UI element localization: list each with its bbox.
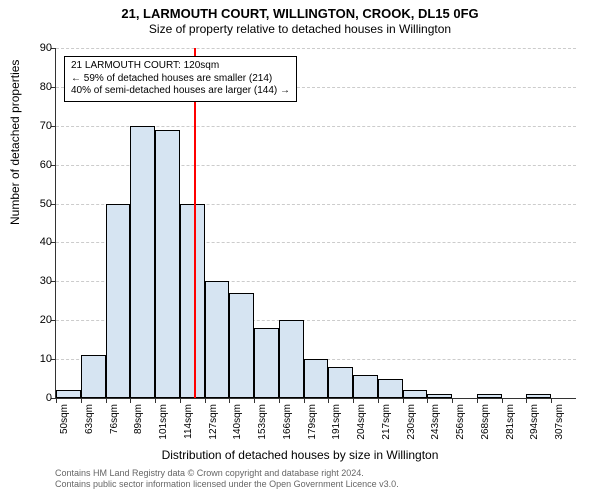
histogram-bar — [353, 375, 378, 398]
annotation-line-3: 40% of semi-detached houses are larger (… — [71, 85, 290, 98]
x-tick-label: 101sqm — [158, 404, 169, 440]
histogram-bar — [155, 130, 180, 398]
x-tick-mark — [328, 398, 329, 403]
histogram-bar — [81, 355, 106, 398]
attribution-line-1: Contains HM Land Registry data © Crown c… — [55, 468, 399, 479]
x-tick-mark — [106, 398, 107, 403]
x-tick-label: 127sqm — [208, 404, 219, 440]
x-tick-mark — [353, 398, 354, 403]
histogram-bar — [304, 359, 329, 398]
histogram-bar — [526, 394, 551, 398]
histogram-bar — [229, 293, 254, 398]
histogram-bar — [130, 126, 155, 398]
x-tick-mark — [130, 398, 131, 403]
y-axis-label: Number of detached properties — [8, 60, 22, 225]
x-tick-label: 243sqm — [430, 404, 441, 440]
x-tick-label: 153sqm — [257, 404, 268, 440]
x-axis-label: Distribution of detached houses by size … — [0, 448, 600, 462]
x-tick-label: 179sqm — [307, 404, 318, 440]
histogram-bar — [328, 367, 353, 398]
x-tick-label: 114sqm — [183, 404, 194, 439]
x-tick-label: 307sqm — [554, 404, 565, 440]
x-tick-mark — [254, 398, 255, 403]
x-tick-label: 230sqm — [406, 404, 417, 440]
x-tick-label: 294sqm — [529, 404, 540, 440]
annotation-line-2: ← 59% of detached houses are smaller (21… — [71, 73, 290, 86]
histogram-bar — [180, 204, 205, 398]
x-tick-mark — [56, 398, 57, 403]
y-tick-label: 60 — [27, 159, 52, 171]
x-tick-mark — [180, 398, 181, 403]
y-tick-label: 80 — [27, 81, 52, 93]
x-tick-mark — [403, 398, 404, 403]
y-tick-label: 40 — [27, 236, 52, 248]
x-tick-mark — [279, 398, 280, 403]
x-tick-mark — [81, 398, 82, 403]
annotation-line-1: 21 LARMOUTH COURT: 120sqm — [71, 60, 290, 73]
x-tick-label: 140sqm — [232, 404, 243, 440]
x-tick-mark — [477, 398, 478, 403]
y-tick-label: 50 — [27, 198, 52, 210]
histogram-bar — [254, 328, 279, 398]
x-tick-mark — [452, 398, 453, 403]
histogram-bar — [56, 390, 81, 398]
histogram-bar — [378, 379, 403, 398]
x-tick-label: 63sqm — [84, 404, 95, 434]
x-tick-label: 204sqm — [356, 404, 367, 440]
x-tick-label: 191sqm — [331, 404, 342, 440]
x-tick-mark — [378, 398, 379, 403]
x-tick-label: 256sqm — [455, 404, 466, 440]
chart-title: 21, LARMOUTH COURT, WILLINGTON, CROOK, D… — [0, 0, 600, 21]
x-tick-mark — [526, 398, 527, 403]
histogram-bar — [279, 320, 304, 398]
x-tick-mark — [205, 398, 206, 403]
attribution-line-2: Contains public sector information licen… — [55, 479, 399, 490]
x-tick-label: 268sqm — [480, 404, 491, 440]
y-tick-label: 70 — [27, 120, 52, 132]
x-tick-label: 76sqm — [109, 404, 120, 434]
y-tick-label: 30 — [27, 275, 52, 287]
x-tick-mark — [155, 398, 156, 403]
plot-region: 010203040506070809050sqm63sqm76sqm89sqm1… — [55, 48, 576, 399]
histogram-bar — [205, 281, 230, 398]
annotation-box: 21 LARMOUTH COURT: 120sqm← 59% of detach… — [64, 56, 297, 102]
x-tick-mark — [502, 398, 503, 403]
x-tick-mark — [229, 398, 230, 403]
x-tick-mark — [304, 398, 305, 403]
y-tick-label: 90 — [27, 42, 52, 54]
y-tick-label: 0 — [27, 392, 52, 404]
grid-line — [56, 48, 576, 49]
chart-subtitle: Size of property relative to detached ho… — [0, 21, 600, 36]
x-tick-mark — [551, 398, 552, 403]
histogram-bar — [427, 394, 452, 398]
x-tick-label: 217sqm — [381, 404, 392, 440]
x-tick-label: 166sqm — [282, 404, 293, 440]
chart-area: 010203040506070809050sqm63sqm76sqm89sqm1… — [55, 48, 575, 398]
histogram-bar — [106, 204, 131, 398]
histogram-bar — [477, 394, 502, 398]
y-tick-label: 10 — [27, 353, 52, 365]
x-tick-label: 281sqm — [505, 404, 516, 440]
y-tick-label: 20 — [27, 314, 52, 326]
histogram-bar — [403, 390, 428, 398]
attribution-text: Contains HM Land Registry data © Crown c… — [55, 468, 399, 490]
x-tick-mark — [427, 398, 428, 403]
x-tick-label: 89sqm — [133, 404, 144, 434]
x-tick-label: 50sqm — [59, 404, 70, 434]
